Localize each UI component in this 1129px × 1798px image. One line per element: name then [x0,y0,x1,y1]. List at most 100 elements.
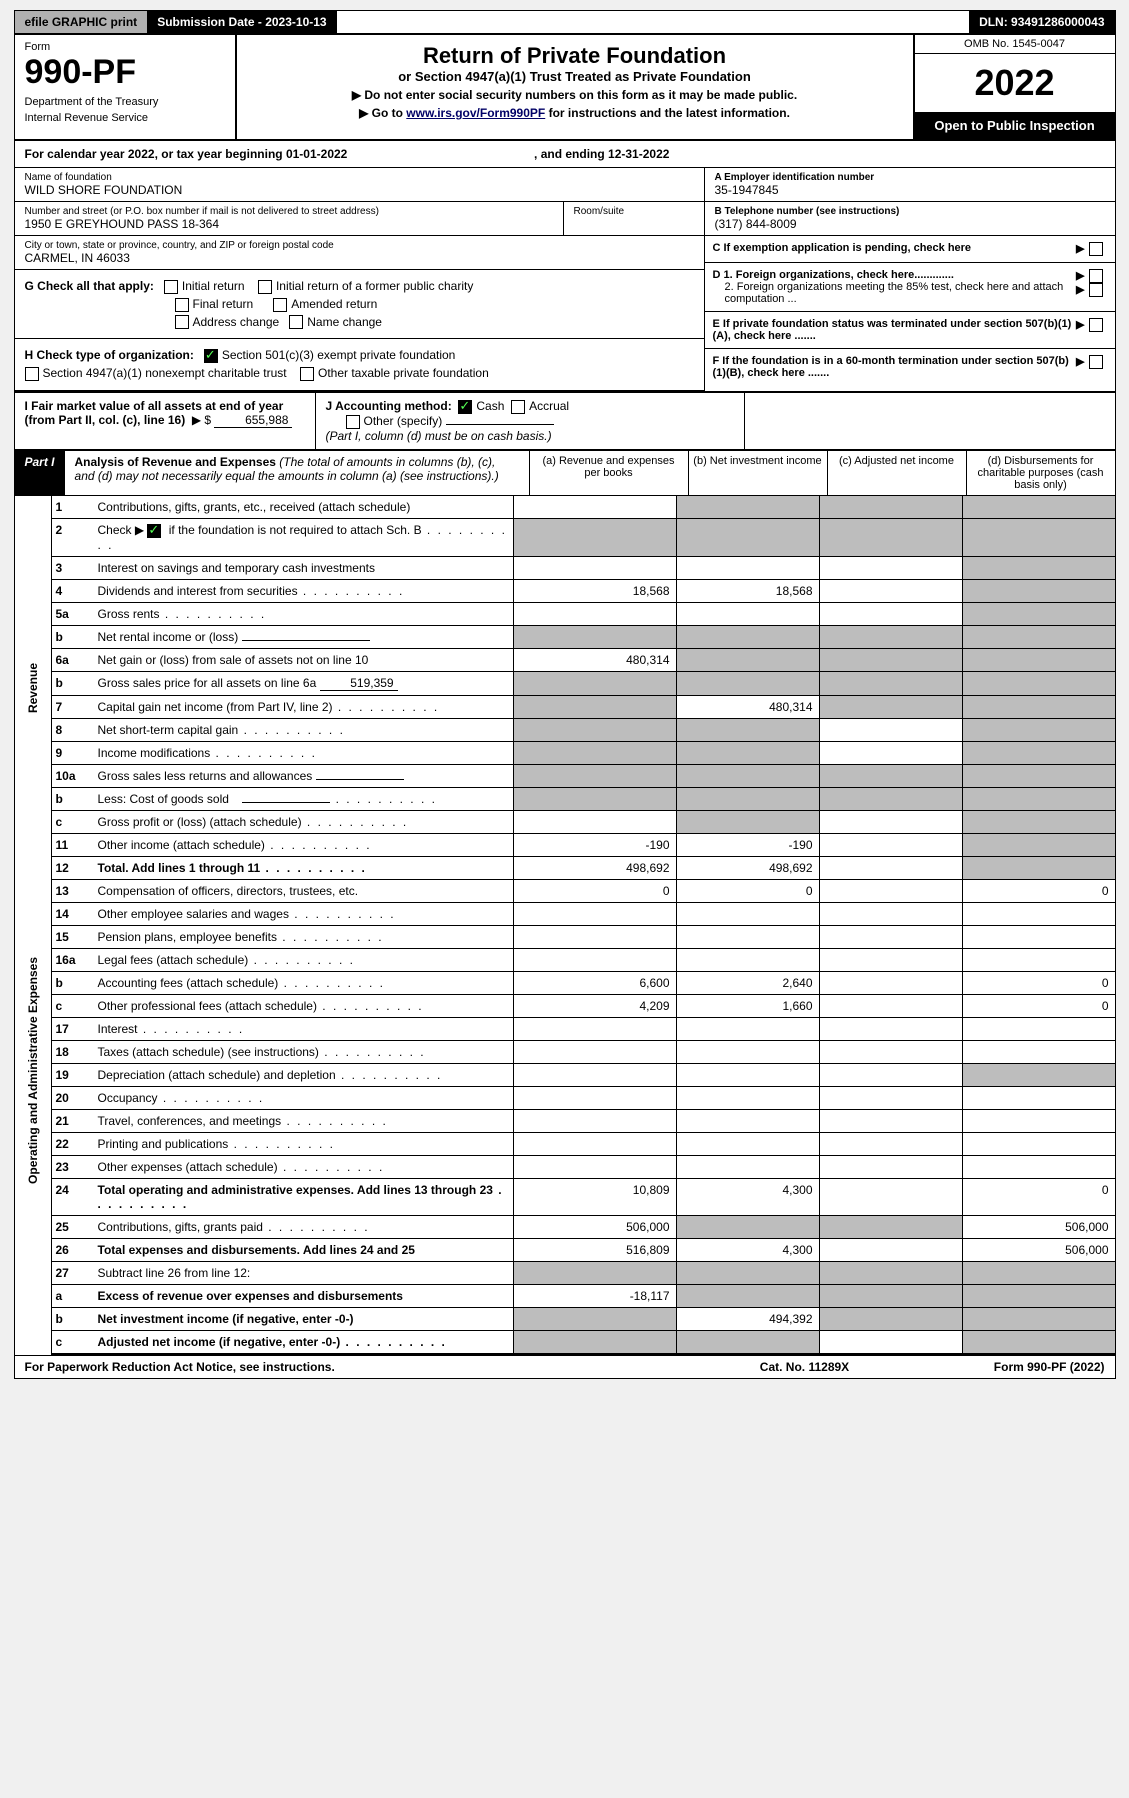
chk-d1[interactable] [1089,269,1103,283]
chk-c[interactable] [1089,242,1103,256]
row-2: 2Check ▶ if the foundation is not requir… [52,519,1115,557]
row-14: 14Other employee salaries and wages [52,903,1115,926]
row-7: 7Capital gain net income (from Part IV, … [52,696,1115,719]
dept-1: Department of the Treasury [25,96,225,108]
row-5b: bNet rental income or (loss) [52,626,1115,649]
addr-label: Number and street (or P.O. box number if… [25,206,553,217]
submission-date: Submission Date - 2023-10-13 [147,11,336,33]
chk-e[interactable] [1089,318,1103,332]
chk-initial-return[interactable] [164,280,178,294]
row-25: 25Contributions, gifts, grants paid506,0… [52,1216,1115,1239]
dln: DLN: 93491286000043 [969,11,1114,33]
form-number: 990-PF [25,53,225,92]
expenses-section: Operating and Administrative Expenses 13… [15,880,1115,1262]
part1-title: Analysis of Revenue and Expenses (The to… [65,451,529,495]
chk-accrual[interactable] [511,400,525,414]
form-title: Return of Private Foundation [247,43,903,69]
i-value: 655,988 [214,413,292,428]
expenses-side-label: Operating and Administrative Expenses [15,880,52,1262]
h-o2: Section 4947(a)(1) nonexempt charitable … [43,366,287,380]
col-c-hdr: (c) Adjusted net income [827,451,966,495]
chk-amended[interactable] [273,298,287,312]
row-12: 12Total. Add lines 1 through 11498,69249… [52,857,1115,880]
chk-cash[interactable] [458,400,472,414]
instr-2: ▶ Go to www.irs.gov/Form990PF for instru… [247,106,903,120]
topbar: efile GRAPHIC print Submission Date - 20… [15,11,1115,35]
b-label: B Telephone number (see instructions) [715,206,1105,217]
h-label: H Check type of organization: [25,348,194,362]
room-cell: Room/suite [563,202,704,236]
tax-year: 2022 [915,54,1115,112]
row-9: 9Income modifications [52,742,1115,765]
revenue-section: Revenue 1Contributions, gifts, grants, e… [15,496,1115,880]
row-16c: cOther professional fees (attach schedul… [52,995,1115,1018]
row-15: 15Pension plans, employee benefits [52,926,1115,949]
open-inspection: Open to Public Inspection [915,112,1115,139]
row-13: 13Compensation of officers, directors, t… [52,880,1115,903]
chk-f[interactable] [1089,355,1103,369]
chk-address-change[interactable] [175,315,189,329]
row-8: 8Net short-term capital gain [52,719,1115,742]
g-o6: Name change [307,315,382,329]
g-o1: Initial return [182,279,245,293]
j-spacer [745,393,1115,449]
j-other: Other (specify) [364,414,443,428]
form-word: Form [25,41,225,53]
efile-print-button[interactable]: efile GRAPHIC print [15,11,148,33]
dept-2: Internal Revenue Service [25,112,225,124]
col-d-hdr: (d) Disbursements for charitable purpose… [966,451,1115,495]
g-o3: Address change [193,315,280,329]
name-label: Name of foundation [25,172,694,183]
header-right: OMB No. 1545-0047 2022 Open to Public In… [913,35,1115,139]
col-a-hdr: (a) Revenue and expenses per books [529,451,688,495]
g-section: G Check all that apply: Initial return I… [15,270,704,339]
j-accrual: Accrual [529,399,569,413]
row-21: 21Travel, conferences, and meetings [52,1110,1115,1133]
chk-name-change[interactable] [289,315,303,329]
instr2-post: for instructions and the latest informat… [549,106,790,120]
i-box: I Fair market value of all assets at end… [15,393,316,449]
row-19: 19Depreciation (attach schedule) and dep… [52,1064,1115,1087]
h-o1: Section 501(c)(3) exempt private foundat… [222,348,455,362]
row-6a: 6aNet gain or (loss) from sale of assets… [52,649,1115,672]
d1-label: D 1. Foreign organizations, check here..… [713,269,954,281]
d-box: D 1. Foreign organizations, check here..… [705,263,1115,312]
instructions-link[interactable]: www.irs.gov/Form990PF [406,106,545,120]
row-17: 17Interest [52,1018,1115,1041]
f-box: F If the foundation is in a 60-month ter… [705,349,1115,385]
row-10c: cGross profit or (loss) (attach schedule… [52,811,1115,834]
chk-d2[interactable] [1089,283,1103,297]
row-16a: 16aLegal fees (attach schedule) [52,949,1115,972]
row-27b: bNet investment income (if negative, ent… [52,1308,1115,1331]
h-o3: Other taxable private foundation [318,366,489,380]
chk-501c3[interactable] [204,349,218,363]
chk-other[interactable] [346,415,360,429]
row-26: 26Total expenses and disbursements. Add … [52,1239,1115,1262]
row-11: 11Other income (attach schedule)-190-190 [52,834,1115,857]
g-o2: Final return [193,297,254,311]
form-page: efile GRAPHIC print Submission Date - 20… [14,10,1116,1379]
form-subtitle: or Section 4947(a)(1) Trust Treated as P… [247,69,903,84]
header-left: Form 990-PF Department of the Treasury I… [15,35,237,139]
chk-final-return[interactable] [175,298,189,312]
j-box: J Accounting method: Cash Accrual Other … [316,393,745,449]
row-23: 23Other expenses (attach schedule) [52,1156,1115,1179]
chk-other-taxable[interactable] [300,367,314,381]
net-section: 27Subtract line 26 from line 12: aExcess… [15,1262,1115,1355]
chk-4947[interactable] [25,367,39,381]
info-grid: Name of foundation WILD SHORE FOUNDATION… [15,168,1115,393]
info-left: Name of foundation WILD SHORE FOUNDATION… [15,168,704,391]
chk-initial-public[interactable] [258,280,272,294]
row-18: 18Taxes (attach schedule) (see instructi… [52,1041,1115,1064]
f-label: F If the foundation is in a 60-month ter… [713,355,1069,379]
address: 1950 E GREYHOUND PASS 18-364 [25,217,553,231]
chk-schb[interactable] [147,524,161,538]
row-4: 4Dividends and interest from securities1… [52,580,1115,603]
row-6b: bGross sales price for all assets on lin… [52,672,1115,696]
g-o4: Initial return of a former public charit… [276,279,473,293]
foundation-name-cell: Name of foundation WILD SHORE FOUNDATION [15,168,704,202]
j-cash: Cash [476,399,504,413]
row-27c: cAdjusted net income (if negative, enter… [52,1331,1115,1355]
footer-left: For Paperwork Reduction Act Notice, see … [25,1360,705,1374]
footer: For Paperwork Reduction Act Notice, see … [15,1355,1115,1378]
